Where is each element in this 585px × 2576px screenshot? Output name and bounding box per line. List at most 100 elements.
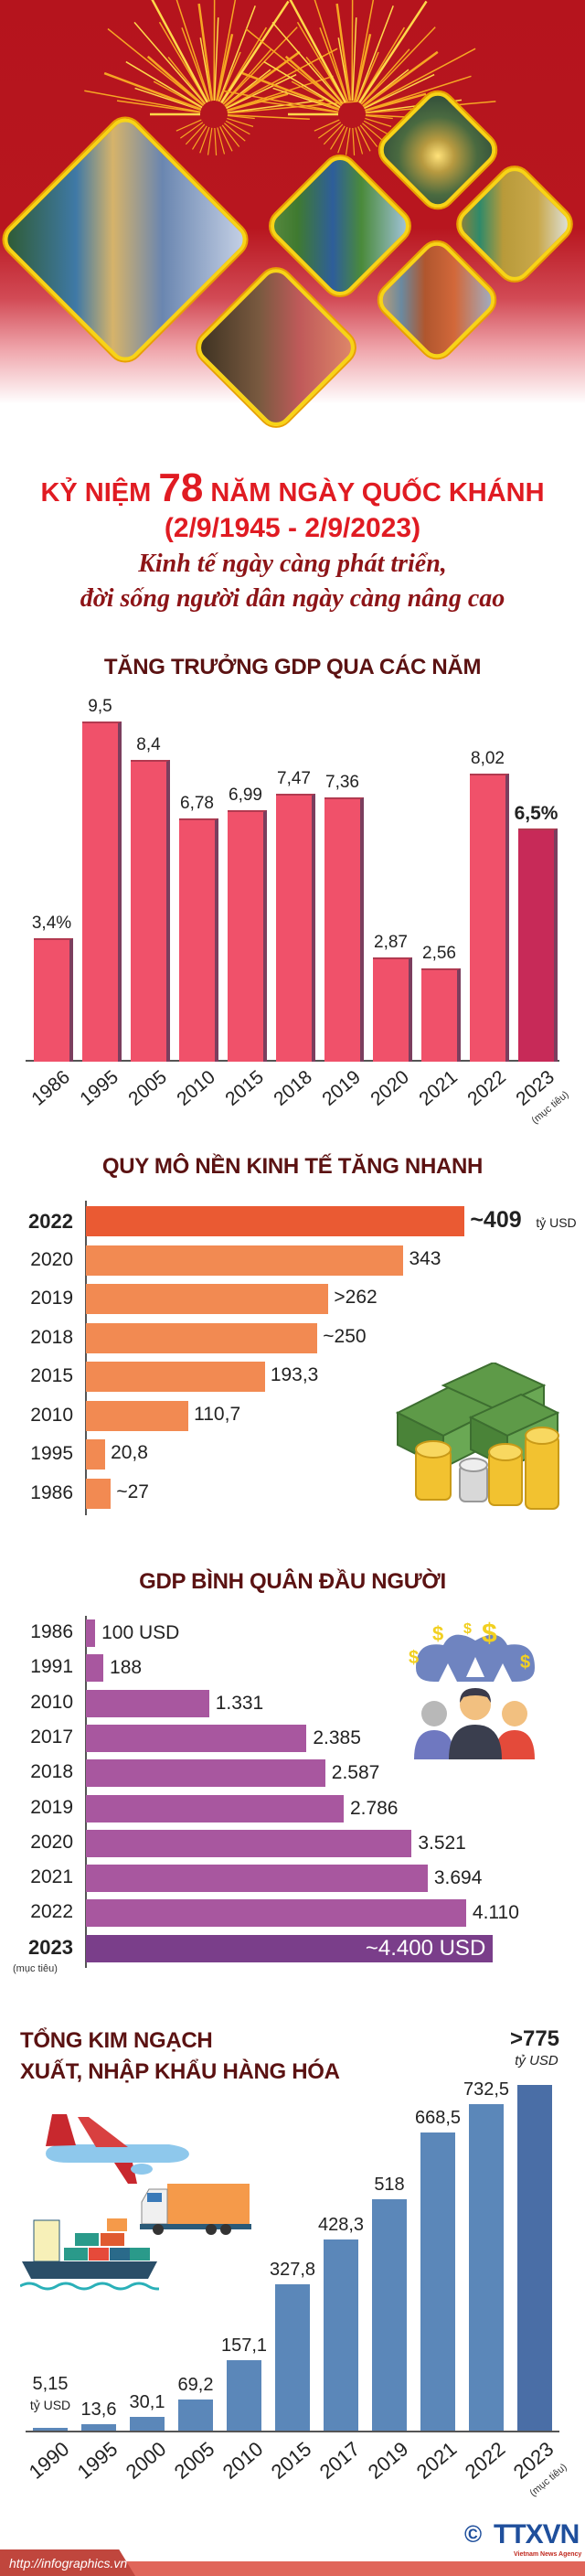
firework-ray [199, 126, 210, 154]
year-label: 1986 [30, 1481, 73, 1503]
firework-ray [351, 0, 354, 102]
bar [86, 1899, 466, 1928]
data-label: 8,02 [471, 749, 505, 769]
firework-ray [125, 60, 203, 108]
firework-ray [222, 90, 339, 113]
cargo-ship-icon [20, 2218, 159, 2291]
y-axis [85, 1616, 87, 1968]
copyright-icon: © [464, 2520, 483, 2548]
data-label: 3.521 [418, 1832, 466, 1854]
firework-ray [337, 126, 348, 154]
year-label: 1986 [30, 1621, 73, 1642]
truck-icon [140, 2184, 251, 2235]
year-label: 1995 [72, 2437, 122, 2484]
bar [469, 2103, 504, 2431]
year-label: 2023 [28, 1935, 73, 1959]
firework-ray [226, 73, 297, 110]
bar [421, 968, 461, 1062]
year-label: 2021 [30, 1866, 73, 1888]
trade-title-line-1: TỔNG KIM NGẠCH [20, 2028, 213, 2053]
x-axis [26, 2431, 559, 2432]
firework-ray [263, 60, 341, 108]
year-label: 2018 [30, 1326, 73, 1348]
firework-ray [289, 0, 346, 103]
firework-ray [227, 92, 289, 112]
firework-ray [185, 123, 206, 145]
trade-chart: 5,15 1990 13,6 1995 30,1 2000 69,2 2005 157,1 201… [25, 2026, 569, 2499]
bar [228, 810, 267, 1062]
firework-ray [362, 50, 439, 108]
svg-text:$: $ [409, 1648, 419, 1668]
bar [324, 796, 364, 1062]
bar [86, 1934, 494, 1962]
unit-label: tỷ USD [29, 2398, 71, 2412]
firework-ray [335, 3, 352, 102]
firework-ray [363, 120, 388, 135]
firework-ray [352, 127, 356, 155]
bar [178, 2400, 213, 2431]
data-label: 4.110 [472, 1902, 519, 1924]
firework-ray [216, 0, 237, 102]
firework-ray [314, 119, 340, 132]
data-label: 1.331 [215, 1692, 264, 1714]
subtitle-line-1: Kinh tế ngày càng phát triển, [138, 550, 447, 578]
data-label: 13,6 [80, 2400, 117, 2421]
firework-ray [146, 55, 205, 107]
firework-ray [103, 71, 202, 111]
firework-ray [107, 27, 204, 107]
firework-ray [214, 127, 218, 155]
firework-ray [354, 0, 375, 102]
firework-ray [181, 27, 210, 102]
gdp-per-capita-title: GDP BÌNH QUÂN ĐẦU NGƯỜI [139, 1569, 446, 1594]
ttxvn-logo: TTXVN [494, 2519, 580, 2549]
year-label: 2018 [30, 1761, 73, 1783]
gdp-growth-title: TĂNG TRƯỞNG GDP QUA CÁC NĂM [103, 655, 482, 679]
bar [86, 1759, 325, 1788]
bar [86, 1439, 106, 1470]
year-label: 2017 [314, 2437, 365, 2484]
bar [420, 2132, 455, 2431]
firework-ray [222, 27, 298, 105]
data-label: 188 [110, 1657, 143, 1679]
firework-ray [153, 80, 203, 109]
firework-ray [220, 0, 290, 104]
data-label: 518 [374, 2175, 405, 2196]
data-label: 100 USD [101, 1622, 180, 1643]
firework-ray [227, 117, 254, 127]
firework-ray [227, 99, 324, 113]
data-label: 7,36 [325, 772, 359, 792]
firework-ray [218, 51, 241, 102]
svg-text:$: $ [520, 1652, 530, 1673]
data-label: 69,2 [177, 2375, 214, 2396]
firework-ray [192, 125, 207, 150]
firework-ray [319, 27, 348, 102]
firework-ray [360, 48, 410, 105]
data-label: 2,56 [422, 944, 456, 964]
firework-ray [351, 17, 357, 102]
data-label: 2.385 [313, 1726, 361, 1748]
firework-ray [305, 56, 345, 104]
firework-ray [225, 120, 250, 135]
fireworks-icon [84, 0, 496, 155]
bar [86, 1689, 209, 1717]
firework-ray [227, 101, 358, 114]
year-label: 2019 [30, 1288, 73, 1309]
bar [276, 793, 315, 1062]
people-income-rising-icon: $ $ $ $ $ [409, 1619, 535, 1759]
year-label: 1995 [30, 1443, 73, 1464]
firework-ray [357, 126, 371, 152]
data-label: 732,5 [463, 2079, 510, 2100]
firework-ray [363, 48, 476, 109]
website-link[interactable]: http://infographics.vn [9, 2556, 128, 2571]
data-label: 6,5% [514, 802, 558, 824]
firework-ray [254, 100, 339, 113]
data-label: ~27 [116, 1480, 149, 1502]
firework-ray [227, 114, 310, 120]
year-label: 2019 [30, 1796, 73, 1818]
data-label: ~4.400 USD [365, 1935, 486, 1961]
data-label: >262 [334, 1287, 378, 1308]
year-label: 2000 [121, 2437, 171, 2484]
bar [86, 1619, 96, 1647]
data-label: 30,1 [129, 2392, 165, 2413]
firework-ray [224, 123, 246, 142]
